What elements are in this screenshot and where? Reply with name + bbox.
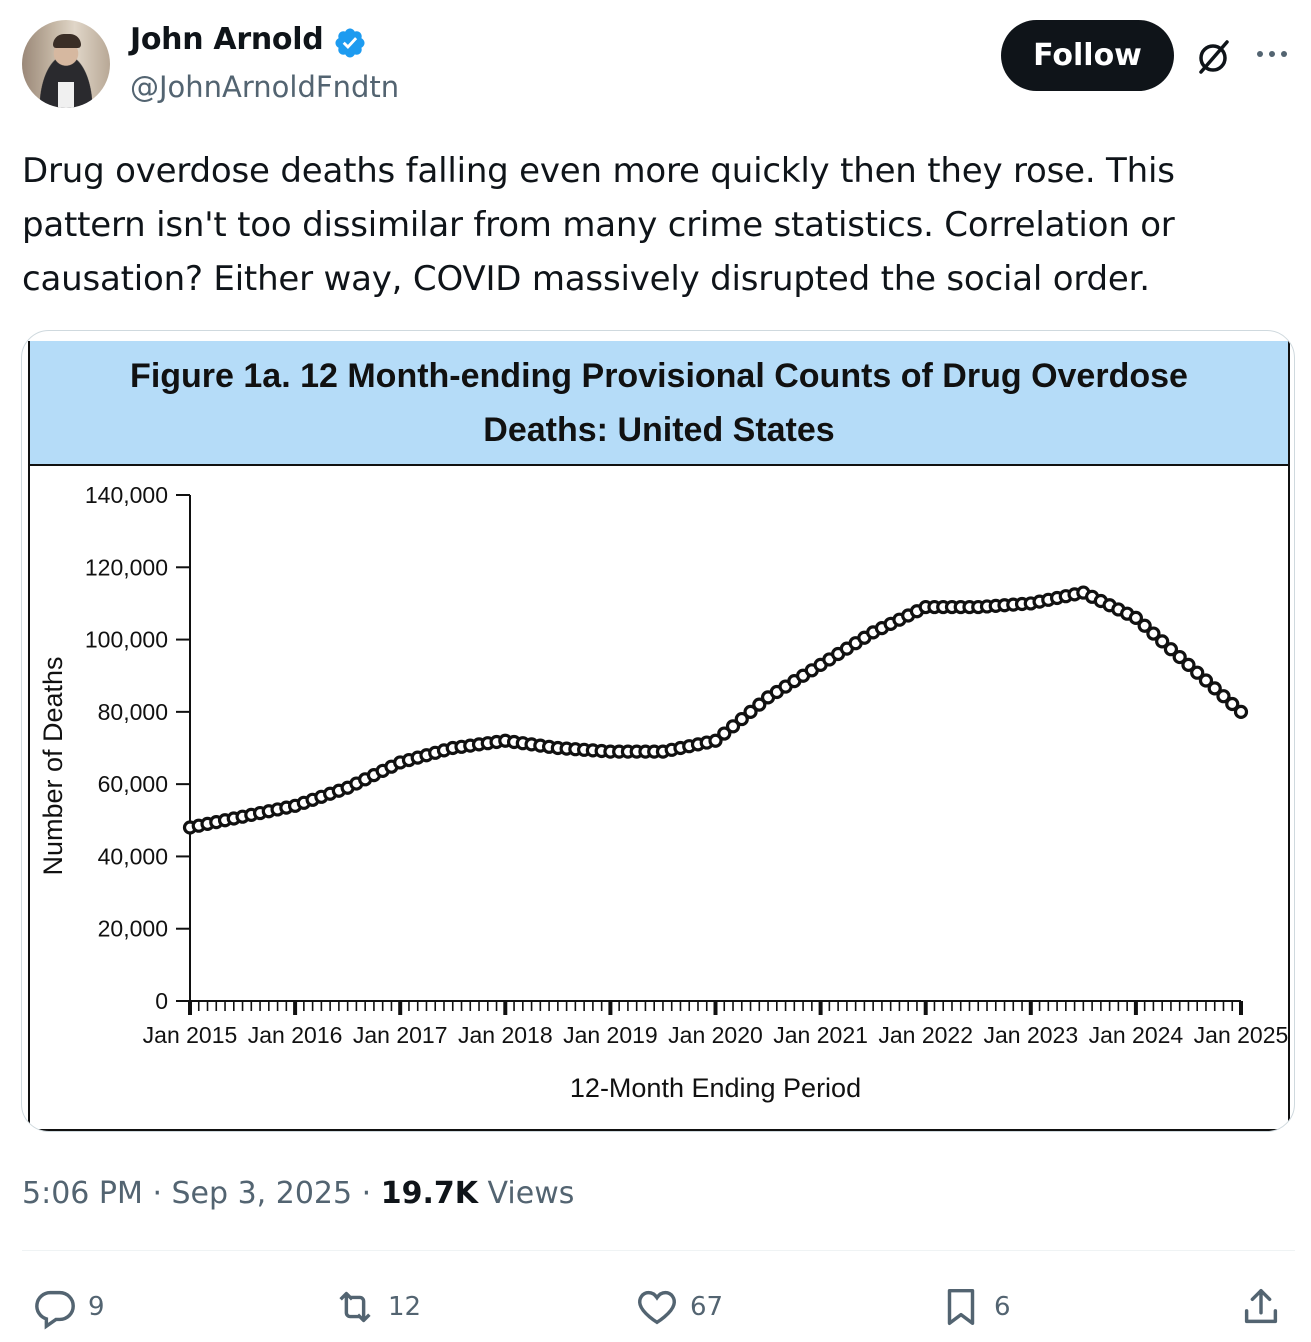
bookmark-icon xyxy=(947,1288,975,1326)
data-point xyxy=(734,711,749,727)
figure-frame: Figure 1a. 12 Month-ending Provisional C… xyxy=(28,341,1290,1131)
x-tick-label: Jan 2022 xyxy=(878,1022,973,1048)
data-point xyxy=(1181,657,1196,672)
more-options-icon[interactable] xyxy=(1255,44,1289,64)
bookmark-button[interactable]: 6 xyxy=(938,1282,1011,1332)
data-point xyxy=(1155,634,1170,649)
y-tick-label: 100,000 xyxy=(85,627,168,653)
share-button[interactable] xyxy=(1238,1282,1284,1332)
y-tick-label: 120,000 xyxy=(85,554,168,580)
y-tick-label: 60,000 xyxy=(98,771,168,797)
avatar-shirt xyxy=(58,82,74,108)
x-tick-label: Jan 2024 xyxy=(1089,1022,1184,1048)
avatar[interactable] xyxy=(22,20,110,108)
views-count: 19.7K xyxy=(380,1176,478,1211)
y-tick-label: 80,000 xyxy=(98,699,168,725)
data-point xyxy=(1163,642,1179,657)
repost-icon xyxy=(339,1291,371,1323)
y-tick-label: 0 xyxy=(155,988,168,1014)
data-point xyxy=(717,726,732,741)
divider xyxy=(22,1250,1295,1251)
like-button[interactable]: 67 xyxy=(634,1282,723,1332)
data-point xyxy=(1233,704,1249,719)
data-point xyxy=(1128,610,1144,625)
verified-badge-icon xyxy=(335,28,365,58)
follow-button[interactable]: Follow xyxy=(1001,20,1174,91)
x-tick-label: Jan 2021 xyxy=(773,1022,868,1048)
bookmark-count: 6 xyxy=(994,1292,1011,1322)
data-point xyxy=(1207,681,1222,696)
x-tick-label: Jan 2023 xyxy=(983,1022,1078,1048)
data-point xyxy=(752,697,767,712)
repost-button[interactable]: 12 xyxy=(332,1282,421,1332)
data-point xyxy=(725,719,741,734)
heart-icon xyxy=(638,1290,676,1325)
tweet-date: Sep 3, 2025 xyxy=(171,1176,353,1211)
x-tick-label: Jan 2016 xyxy=(248,1022,343,1048)
x-axis-label: 12-Month Ending Period xyxy=(570,1073,861,1103)
y-tick-label: 20,000 xyxy=(98,916,168,942)
x-tick-label: Jan 2025 xyxy=(1194,1022,1289,1048)
tweet-text: Drug overdose deaths falling even more q… xyxy=(22,151,1175,299)
tweet-time: 5:06 PM xyxy=(22,1176,143,1211)
data-point xyxy=(1225,696,1240,712)
data-point xyxy=(743,704,758,719)
x-tick-label: Jan 2018 xyxy=(458,1022,553,1048)
separator: · xyxy=(361,1176,381,1211)
views-label: Views xyxy=(487,1176,575,1211)
y-tick-label: 40,000 xyxy=(98,843,168,869)
reply-button[interactable]: 9 xyxy=(32,1282,105,1332)
reply-icon xyxy=(35,1290,75,1330)
author-handle[interactable]: @JohnArnoldFndtn xyxy=(130,70,400,104)
avatar-hair xyxy=(53,34,81,48)
author-name[interactable]: John Arnold xyxy=(130,22,324,57)
x-tick-label: Jan 2017 xyxy=(353,1022,448,1048)
chart-area: 0 20,000 40,000 60,000 80,000 100,000 120,000 1… xyxy=(38,482,1289,1103)
x-tick-label: Jan 2015 xyxy=(143,1022,238,1048)
y-tick-label: 140,000 xyxy=(85,482,168,508)
separator: · xyxy=(152,1176,172,1211)
tweet-image[interactable]: Figure 1a. 12 Month-ending Provisional C… xyxy=(21,330,1295,1132)
x-tick-label: Jan 2019 xyxy=(563,1022,658,1048)
chart-title-band: Figure 1a. 12 Month-ending Provisional C… xyxy=(30,341,1288,466)
y-axis-label: Number of Deaths xyxy=(38,656,68,875)
x-tick-label: Jan 2020 xyxy=(668,1022,763,1048)
chart-title: Figure 1a. 12 Month-ending Provisional C… xyxy=(130,356,1188,449)
share-icon xyxy=(1244,1288,1278,1324)
data-point xyxy=(1146,626,1161,641)
data-point xyxy=(1137,618,1152,633)
data-point xyxy=(1216,689,1231,704)
reply-count: 9 xyxy=(88,1292,105,1322)
data-point xyxy=(1172,649,1187,665)
grok-icon[interactable] xyxy=(1193,36,1235,78)
repost-count: 12 xyxy=(388,1292,422,1322)
data-point xyxy=(708,733,723,748)
like-count: 67 xyxy=(690,1292,724,1322)
tweet-timestamp[interactable]: 5:06 PM · Sep 3, 2025 · 19.7K Views xyxy=(22,1176,574,1211)
data-point xyxy=(1198,673,1214,688)
data-point xyxy=(1190,665,1205,680)
